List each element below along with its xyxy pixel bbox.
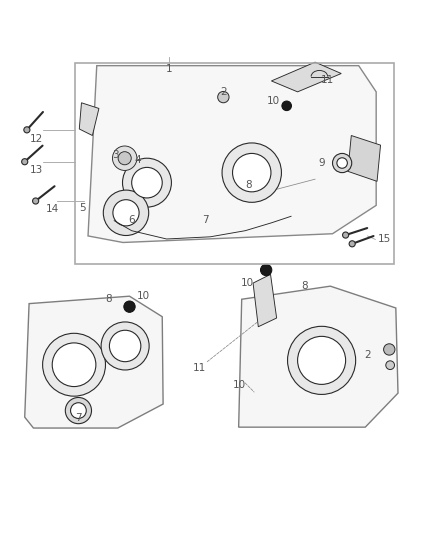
Circle shape (288, 326, 356, 394)
Text: 4: 4 (135, 155, 141, 165)
Text: 10: 10 (137, 291, 150, 301)
Circle shape (332, 154, 352, 173)
Circle shape (261, 264, 272, 276)
Text: 7: 7 (202, 215, 208, 225)
Text: 5: 5 (79, 203, 86, 213)
Circle shape (297, 336, 346, 384)
Text: 11: 11 (321, 75, 334, 85)
Circle shape (113, 146, 137, 171)
Circle shape (24, 127, 30, 133)
Text: 15: 15 (378, 235, 391, 245)
Circle shape (349, 241, 355, 247)
Circle shape (52, 343, 96, 386)
Circle shape (118, 152, 131, 165)
Circle shape (386, 361, 395, 369)
Circle shape (337, 158, 347, 168)
Circle shape (222, 143, 282, 203)
Polygon shape (272, 62, 341, 92)
Circle shape (42, 333, 106, 396)
Polygon shape (253, 274, 277, 327)
Circle shape (343, 232, 349, 238)
Text: 10: 10 (233, 380, 246, 390)
Circle shape (233, 154, 271, 192)
Text: 12: 12 (30, 134, 43, 143)
Circle shape (32, 198, 39, 204)
Circle shape (103, 190, 149, 236)
Polygon shape (88, 66, 376, 243)
Circle shape (21, 159, 28, 165)
Text: 8: 8 (302, 281, 308, 291)
Circle shape (124, 301, 135, 312)
Text: 14: 14 (46, 204, 59, 214)
Circle shape (101, 322, 149, 370)
Text: 13: 13 (30, 165, 43, 175)
Text: 3: 3 (112, 150, 118, 160)
Circle shape (110, 330, 141, 362)
Circle shape (71, 403, 86, 418)
Polygon shape (79, 103, 99, 135)
Text: 10: 10 (241, 278, 254, 288)
Text: 2: 2 (220, 87, 227, 97)
Text: 11: 11 (193, 363, 206, 373)
Polygon shape (239, 286, 398, 427)
Bar (75, 62, 394, 264)
Circle shape (384, 344, 395, 355)
Text: 1: 1 (166, 64, 172, 74)
Circle shape (218, 92, 229, 103)
Circle shape (65, 398, 92, 424)
Text: 10: 10 (267, 95, 280, 106)
Circle shape (113, 200, 139, 226)
Polygon shape (348, 135, 381, 181)
Text: 8: 8 (106, 294, 112, 304)
Circle shape (132, 167, 162, 198)
Text: 8: 8 (245, 180, 252, 190)
Circle shape (282, 101, 291, 111)
Polygon shape (25, 296, 163, 428)
Text: 7: 7 (74, 414, 81, 423)
Circle shape (123, 158, 171, 207)
Text: 2: 2 (364, 350, 371, 360)
Text: 6: 6 (128, 215, 135, 225)
Text: 9: 9 (318, 158, 325, 167)
